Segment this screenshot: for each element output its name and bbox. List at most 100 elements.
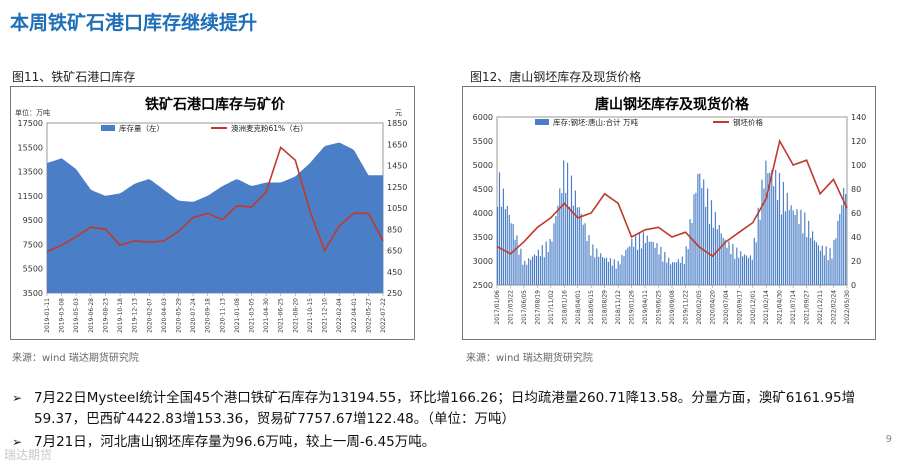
inventory-bar [736, 247, 738, 285]
x-tick-label: 2017/11/02 [548, 290, 555, 325]
x-tick-label: 2018/01/16 [561, 290, 568, 325]
x-tick-label: 2019/09/08 [669, 290, 676, 325]
inventory-bar [839, 213, 841, 285]
y2-tick-label: 140 [851, 113, 866, 122]
x-tick-label: 2018/08/29 [602, 290, 609, 325]
x-tick-label: 2020/09/17 [736, 290, 743, 325]
inventory-bar [658, 254, 660, 285]
legend-label-price: 澳洲麦克粉61%（右） [231, 123, 308, 133]
inventory-bar [804, 212, 806, 285]
x-tick-label: 2019-12-13 [132, 298, 139, 333]
y-tick-label: 3500 [23, 289, 43, 298]
x-tick-label: 2020-11-13 [219, 298, 226, 333]
x-tick-label: 2020-09-18 [205, 298, 212, 333]
inventory-bar [720, 233, 722, 285]
y2-tick-label: 450 [387, 268, 402, 277]
inventory-bar [592, 244, 594, 285]
y2-tick-label: 1850 [387, 119, 407, 128]
price-line [496, 138, 848, 258]
inventory-bar [596, 248, 598, 285]
inventory-bar [835, 238, 837, 285]
inventory-bar [681, 256, 683, 285]
inventory-bar [637, 249, 639, 285]
inventory-bar [734, 258, 736, 285]
inventory-bar [837, 220, 839, 285]
x-tick-label: 2017/08/19 [534, 290, 541, 325]
inventory-bar [613, 259, 615, 285]
inventory-bar [819, 250, 821, 285]
inventory-bar [652, 241, 654, 285]
inventory-bar [528, 258, 530, 285]
inventory-bar [745, 255, 748, 285]
chart-tangshan-billet-svg: 唐山钢坯库存及现货价格 2500 3000 3500 4000 4500 5000 5500 6… [473, 96, 867, 325]
inventory-bar [664, 251, 666, 285]
inventory-bar [598, 256, 600, 285]
legend-swatch-inventory [101, 125, 115, 131]
inventory-bar [574, 190, 576, 285]
x-tick-label: 2020/12/01 [750, 290, 757, 325]
x-tick-label: 2018/06/15 [588, 290, 595, 325]
inventory-bar [817, 245, 819, 285]
inventory-bar [549, 238, 551, 285]
inventory-bar [699, 173, 701, 285]
inventory-bar [695, 192, 697, 285]
inventory-bar [693, 194, 695, 285]
x-tick-label: 2022-02-04 [336, 298, 343, 333]
inventory-bar [584, 223, 586, 285]
inventory-bar [806, 237, 808, 285]
inventory-bar [666, 262, 668, 285]
x-tick-label: 2019-08-23 [102, 298, 109, 333]
inventory-bar [726, 247, 728, 285]
inventory-bar [742, 256, 744, 285]
x-tick-label: 2019/01/26 [629, 290, 636, 325]
inventory-bar [714, 212, 716, 285]
inventory-bar [642, 232, 644, 285]
y-tick-label: 3500 [473, 233, 493, 242]
x-tick-label: 2019-10-18 [117, 298, 124, 333]
y2-tick-label: 250 [387, 289, 402, 298]
x-tick-label: 2020-02-07 [146, 298, 153, 333]
x-tick-label: 2018/11/12 [615, 290, 622, 325]
x-tick-label: 2020/02/05 [696, 290, 703, 325]
inventory-bar [565, 193, 567, 285]
inventory-bar [656, 243, 658, 285]
inventory-bar [798, 224, 800, 285]
chart-iron-ore-inventory: 铁矿石港口库存与矿价 单位：万吨 元 3500 5500 7500 9500 11500 135… [10, 86, 415, 340]
y2-tick-label: 1650 [387, 140, 407, 149]
inventory-bar [650, 241, 652, 285]
x-tick-label: 2019-01-11 [44, 298, 51, 333]
inventory-bar [730, 254, 732, 285]
bullet-list: ➢ 7月22日Mysteel统计全国45个港口铁矿石库存为13194.55，环比… [10, 388, 890, 455]
y2-tick-label: 0 [851, 281, 856, 290]
inventory-bar [753, 237, 755, 285]
inventory-bar [625, 249, 627, 285]
inventory-bar [572, 205, 574, 285]
inventory-bar [833, 240, 835, 285]
inventory-bar [559, 188, 561, 285]
y2-tick-label: 100 [851, 161, 866, 170]
x-tick-label: 2021-01-08 [234, 298, 241, 333]
inventory-bar [697, 174, 699, 285]
inventory-bar [537, 249, 539, 285]
inventory-bar [687, 249, 689, 285]
inventory-bar [843, 187, 845, 285]
x-tick-label: 2021-03-05 [249, 298, 256, 333]
inventory-bar [767, 173, 769, 285]
inventory-bar [743, 254, 746, 285]
inventory-area [47, 142, 383, 293]
inventory-bar [808, 220, 810, 285]
inventory-bar [829, 248, 831, 285]
x-tick-label: 2019-05-03 [73, 298, 80, 333]
figure-label-left: 图11、铁矿石港口库存 [12, 70, 136, 84]
inventory-bar [506, 205, 508, 285]
inventory-bar [707, 188, 709, 285]
inventory-bar [677, 259, 679, 285]
bullet-arrow-icon: ➢ [12, 391, 23, 405]
inventory-bar [749, 255, 751, 285]
price-line [46, 145, 384, 253]
inventory-bar [675, 262, 678, 285]
inventory-bar [648, 241, 650, 285]
inventory-bar [771, 170, 773, 285]
inventory-bar [567, 162, 569, 285]
inventory-bar [543, 257, 545, 285]
